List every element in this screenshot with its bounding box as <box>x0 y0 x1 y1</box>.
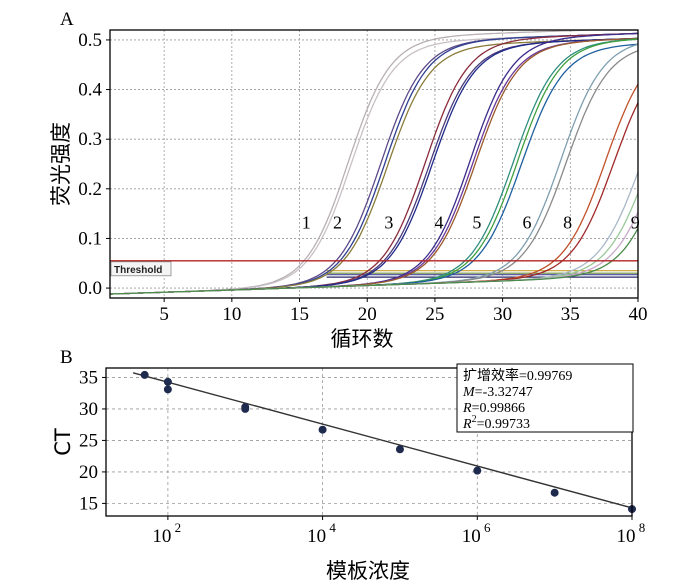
amplification-curve-2 <box>109 32 639 295</box>
x-tick-label: 10 <box>617 526 636 547</box>
ct-data-point <box>473 466 482 475</box>
stat-prefix: 扩增效率= <box>463 367 527 384</box>
stat-value: =0.99733 <box>477 417 530 432</box>
x-tick-label: 10 <box>152 526 171 547</box>
stats-box-frame <box>456 363 634 433</box>
threshold-line: Threshold <box>110 260 638 277</box>
panel-b-label: B <box>60 347 73 368</box>
curve-label-3: 3 <box>384 213 393 233</box>
amplification-curve-1 <box>109 32 639 295</box>
stat-line-4: R2=0.99733 <box>462 414 530 432</box>
amplification-curve-9 <box>109 228 639 295</box>
curve-label-6: 6 <box>522 213 531 233</box>
panel-b-frame <box>105 367 633 517</box>
curve-label-9: 9 <box>631 213 640 233</box>
panel-a-y-tick-labels: 0.0 0.1 0.2 0.3 0.4 0.5 <box>78 30 110 299</box>
amplification-curve-6 <box>109 50 639 295</box>
x-tick-exponent: 6 <box>484 520 491 535</box>
stat-line-1: 扩增效率=0.99769 <box>463 367 572 384</box>
stat-value: =0.99866 <box>472 401 525 416</box>
x-tick-exponent: 2 <box>175 520 182 535</box>
x-tick-label: 25 <box>425 304 444 325</box>
amplification-curve-9 <box>109 192 639 295</box>
ct-data-point <box>140 370 149 379</box>
x-tick-label: 30 <box>493 304 512 325</box>
y-tick-label: 0.4 <box>78 80 102 101</box>
curve-label-5: 5 <box>472 213 481 233</box>
amplification-curve-3 <box>109 32 639 295</box>
curve-label-2: 2 <box>333 213 342 233</box>
x-tick-label: 5 <box>159 304 169 325</box>
y-tick-label: 0.0 <box>78 278 102 299</box>
stat-line-2: M=-3.32747 <box>462 385 533 400</box>
curve-label-4: 4 <box>434 213 443 233</box>
stat-superscript: 2 <box>472 414 477 425</box>
x-tick-label: 10 <box>462 526 481 547</box>
ct-data-point <box>318 425 327 434</box>
panel-b-y-tick-labels: 15 20 25 30 35 <box>79 367 106 514</box>
ct-data-point <box>395 445 404 454</box>
y-tick-label: 30 <box>79 399 98 420</box>
x-tick-exponent: 8 <box>639 520 646 535</box>
curve-labels: 1 2 3 4 5 6 8 9 <box>302 213 640 233</box>
stat-value: 0.99769 <box>527 369 573 384</box>
x-tick-label: 15 <box>290 304 309 325</box>
y-tick-label: 15 <box>79 493 98 514</box>
y-tick-label: 0.3 <box>78 129 102 150</box>
stat-prefix: R <box>462 417 472 432</box>
panel-a-x-tick-labels: 5 10 15 20 25 30 35 40 <box>159 298 648 325</box>
panel-a-y-axis-label: 荧光强度 <box>49 122 73 206</box>
y-tick-label: 0.1 <box>78 228 102 249</box>
x-tick-label: 35 <box>561 304 580 325</box>
x-tick-label: 40 <box>629 304 648 325</box>
panel-a-frame <box>109 29 639 299</box>
panel-a-x-axis-label: 循环数 <box>331 327 394 351</box>
amplification-curve-9 <box>109 211 639 295</box>
fit-line <box>132 372 637 510</box>
ct-data-point <box>163 385 172 394</box>
y-tick-label: 20 <box>79 462 98 483</box>
x-tick-label: 10 <box>222 304 241 325</box>
stat-prefix: R <box>462 401 472 416</box>
stat-line-3: R=0.99866 <box>462 401 525 416</box>
y-tick-label: 35 <box>79 367 98 388</box>
panel-b-x-tick-labels: 10 2 10 4 10 6 10 8 <box>152 516 645 547</box>
panel-a-amplification-plot: A Threshold 1 2 3 4 5 6 8 9 5 10 15 20 25 30 35 40 0.0… <box>49 9 648 351</box>
ct-data-point <box>241 404 250 413</box>
panel-a-curves <box>109 29 639 295</box>
panel-b-y-axis-label: CT <box>51 428 75 456</box>
ct-data-point <box>163 377 172 386</box>
data-points <box>140 370 636 514</box>
y-tick-label: 0.2 <box>78 179 102 200</box>
y-tick-label: 0.5 <box>78 30 102 51</box>
fit-statistics-box: 扩增效率=0.99769M=-3.32747R=0.99866R2=0.9973… <box>456 363 634 433</box>
curve-label-1: 1 <box>302 213 311 233</box>
regression-line <box>132 372 637 510</box>
stat-prefix: M <box>462 385 476 400</box>
threshold-label: Threshold <box>114 265 162 276</box>
stat-value: =-3.32747 <box>475 385 533 400</box>
x-tick-label: 20 <box>358 304 377 325</box>
ct-data-point <box>550 488 559 497</box>
amplification-curve-2 <box>109 32 639 295</box>
x-tick-label: 10 <box>307 526 326 547</box>
panel-b-x-axis-label: 模板浓度 <box>326 559 410 582</box>
curve-label-8: 8 <box>563 213 572 233</box>
threshold-tag <box>110 261 172 277</box>
y-tick-label: 25 <box>79 430 98 451</box>
x-tick-exponent: 4 <box>329 520 336 535</box>
amplification-curve-4 <box>109 32 639 295</box>
panel-a-label: A <box>60 9 74 30</box>
